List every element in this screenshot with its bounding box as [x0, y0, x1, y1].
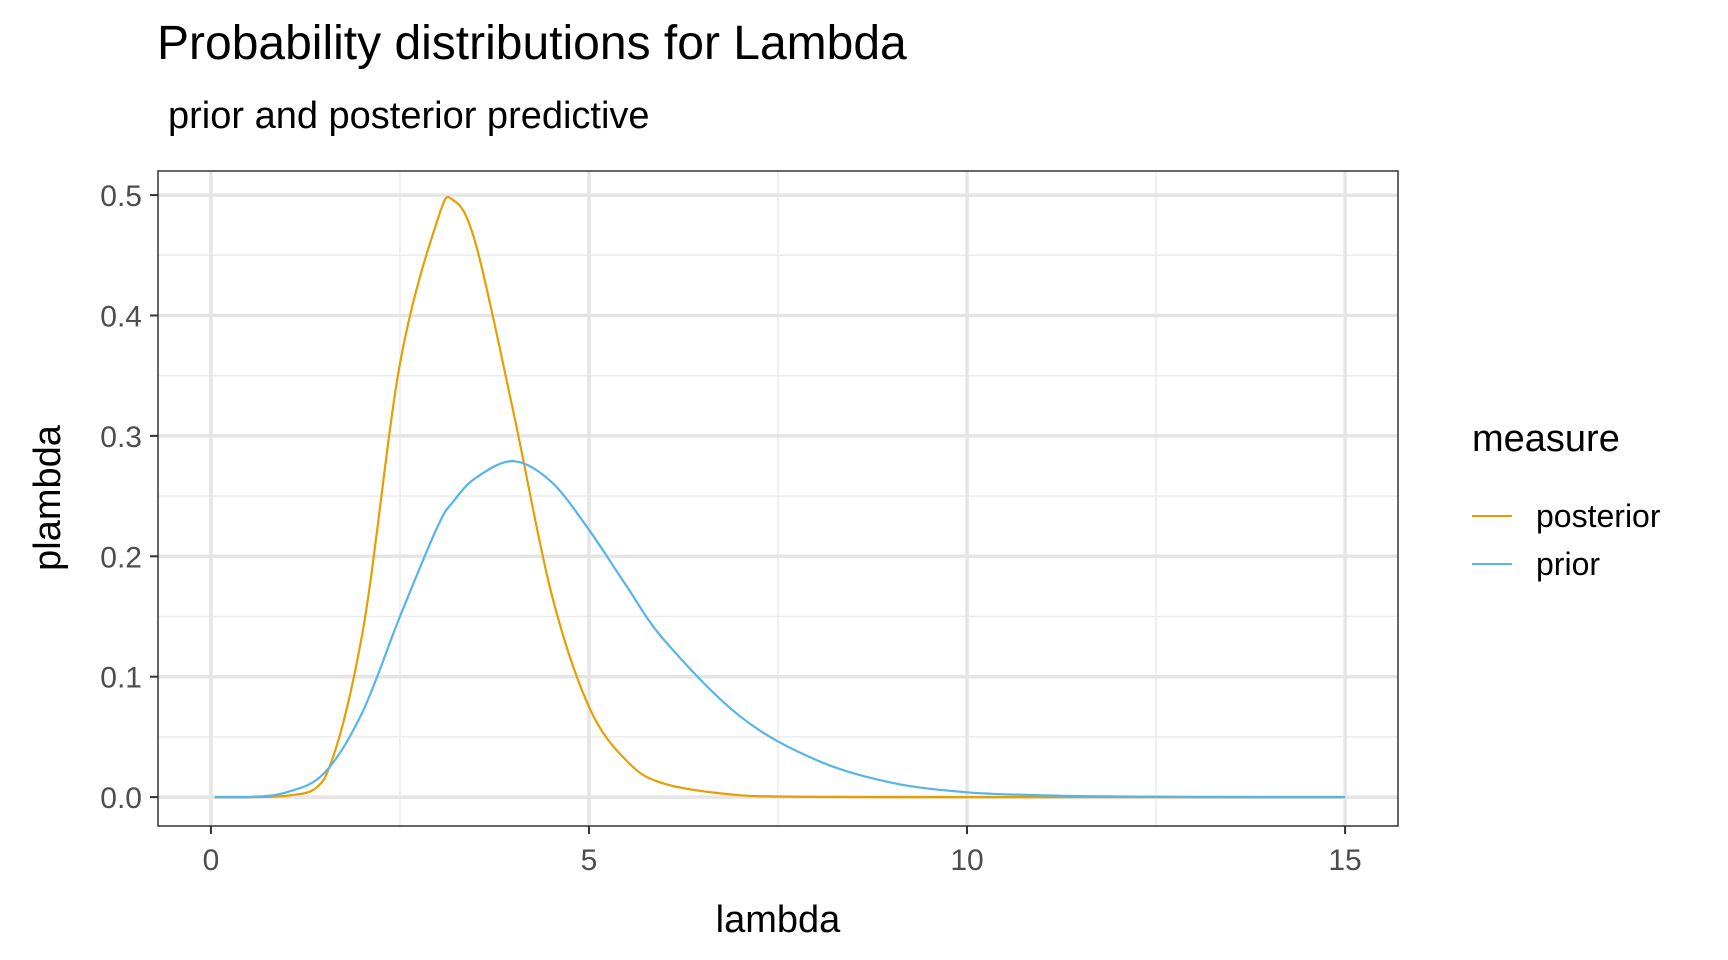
x-axis-title: lambda — [716, 899, 841, 941]
legend-key-prior — [1472, 563, 1512, 565]
x-tick-label: 0 — [203, 844, 220, 877]
x-tick-label: 15 — [1328, 844, 1361, 877]
legend-item-prior: prior — [1472, 540, 1661, 588]
x-tick-label: 5 — [581, 844, 598, 877]
y-tick-label: 0.2 — [100, 541, 142, 574]
legend-title: measure — [1472, 418, 1620, 460]
y-tick-label: 0.3 — [100, 421, 142, 454]
plot-panel-border — [157, 170, 1399, 827]
series-line-posterior — [214, 195, 1346, 799]
y-axis-title: plambda — [27, 424, 69, 571]
chart-subtitle: prior and posterior predictive — [168, 95, 650, 137]
series-line-prior — [214, 460, 1346, 799]
chart-title: Probability distributions for Lambda — [157, 17, 907, 70]
axis-layer: 0 5 10 15 0.0 0.1 0.2 0.3 0.4 0.5 — [100, 180, 1361, 877]
grid-layer — [158, 171, 1398, 826]
legend-key-posterior — [1472, 515, 1512, 517]
x-tick-label: 10 — [950, 844, 983, 877]
y-tick-label: 0.4 — [100, 300, 142, 333]
legend-label-prior: prior — [1536, 546, 1601, 582]
legend: measure posterior prior — [1472, 420, 1661, 588]
series-layer — [214, 195, 1346, 799]
legend-item-posterior: posterior — [1472, 492, 1661, 540]
y-tick-label: 0.0 — [100, 782, 142, 815]
legend-label-posterior: posterior — [1536, 498, 1661, 534]
y-tick-label: 0.1 — [100, 662, 142, 695]
y-tick-label: 0.5 — [100, 180, 142, 213]
